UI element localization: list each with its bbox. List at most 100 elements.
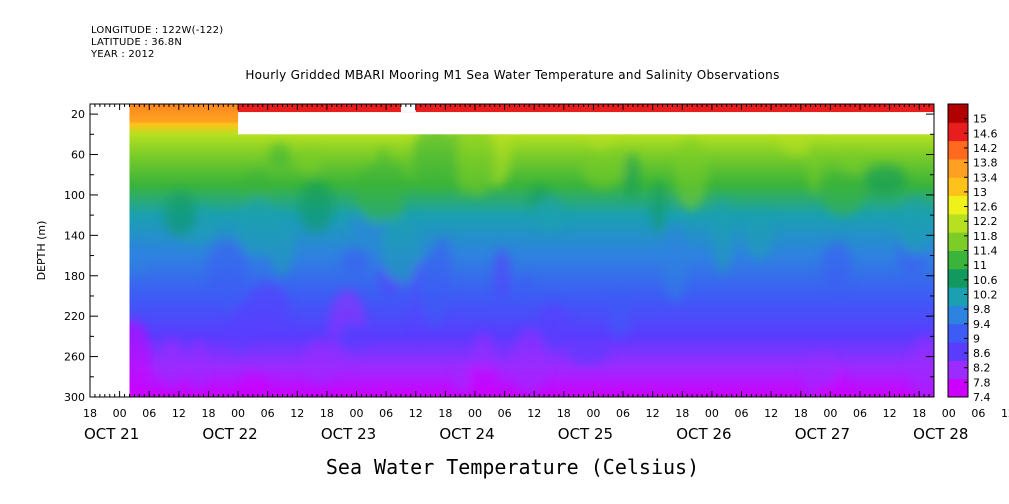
x-hour-label: 06 bbox=[261, 407, 275, 420]
colorbar-swatch bbox=[948, 268, 968, 288]
x-hour-label: 12 bbox=[172, 407, 186, 420]
x-hour-label: 12 bbox=[883, 407, 897, 420]
latitude-label: LATITUDE : 36.8N bbox=[91, 37, 183, 48]
x-hour-label: 18 bbox=[912, 407, 926, 420]
longitude-label: LONGITUDE : 122W(-122) bbox=[91, 25, 224, 36]
y-axis-label: DEPTH (m) bbox=[35, 221, 48, 281]
x-day-label: OCT 22 bbox=[202, 425, 257, 443]
colorbar-swatch bbox=[948, 213, 968, 233]
x-day-label: OCT 25 bbox=[558, 425, 613, 443]
chart-title: Hourly Gridded MBARI Mooring M1 Sea Wate… bbox=[245, 68, 780, 82]
y-tick-label: 260 bbox=[64, 351, 85, 364]
x-hour-label: 06 bbox=[735, 407, 749, 420]
y-tick-label: 20 bbox=[71, 108, 85, 121]
colorbar-swatch bbox=[948, 342, 968, 361]
colorbar-label: 9 bbox=[973, 332, 980, 345]
y-tick-label: 220 bbox=[64, 310, 85, 323]
x-day-label: OCT 28 bbox=[913, 425, 968, 443]
x-hour-label: 00 bbox=[113, 407, 127, 420]
colorbar-label: 15 bbox=[973, 113, 987, 126]
colorbar-swatch bbox=[948, 158, 968, 178]
colorbar-label: 10.2 bbox=[973, 288, 998, 301]
y-tick-label: 60 bbox=[71, 149, 85, 162]
year-label: YEAR : 2012 bbox=[91, 49, 155, 60]
x-hour-label: 06 bbox=[971, 407, 985, 420]
colorbar-label: 9.8 bbox=[973, 303, 991, 316]
missing-data-region bbox=[238, 112, 934, 135]
colorbar-label: 10.6 bbox=[973, 274, 998, 287]
colorbar-swatch bbox=[948, 287, 968, 306]
surface-warm-band bbox=[238, 104, 934, 113]
x-hour-label: 00 bbox=[942, 407, 956, 420]
x-hour-label: 12 bbox=[764, 407, 778, 420]
colorbar-label: 7.8 bbox=[973, 376, 991, 389]
colorbar-swatch bbox=[948, 323, 968, 343]
x-day-label: OCT 23 bbox=[321, 425, 376, 443]
x-hour-label: 06 bbox=[498, 407, 512, 420]
x-hour-label: 00 bbox=[231, 407, 245, 420]
x-hour-label: 06 bbox=[142, 407, 156, 420]
x-hour-label: 06 bbox=[379, 407, 393, 420]
colorbar-label: 13 bbox=[973, 186, 987, 199]
missing-data-region bbox=[90, 104, 130, 397]
y-tick-label: 100 bbox=[64, 189, 85, 202]
colorbar-label: 8.2 bbox=[973, 362, 991, 375]
plot-frame bbox=[89, 103, 935, 398]
colorbar-label: 11.4 bbox=[973, 245, 998, 258]
x-hour-label: 18 bbox=[201, 407, 215, 420]
colorbar-swatch bbox=[948, 378, 968, 398]
x-hour-label: 18 bbox=[438, 407, 452, 420]
colorbar-swatch bbox=[948, 140, 968, 160]
x-hour-label: 06 bbox=[616, 407, 630, 420]
surface-warm-layer bbox=[129, 104, 239, 123]
colorbar-swatch bbox=[948, 122, 968, 142]
y-tick-label: 140 bbox=[64, 229, 85, 242]
colorbar-label: 8.6 bbox=[973, 347, 991, 360]
colorbar-swatch bbox=[948, 232, 968, 251]
x-hour-label: 18 bbox=[557, 407, 571, 420]
colorbar-label: 11 bbox=[973, 259, 987, 272]
colorbar-swatch bbox=[948, 195, 968, 215]
x-hour-label: 00 bbox=[705, 407, 719, 420]
temperature-variability bbox=[112, 112, 934, 397]
y-tick-label: 180 bbox=[64, 270, 85, 283]
x-hour-label: 00 bbox=[586, 407, 600, 420]
x-hour-label: 12 bbox=[409, 407, 423, 420]
colorbar-swatch bbox=[948, 104, 968, 123]
x-hour-label: 00 bbox=[823, 407, 837, 420]
colorbar-swatch bbox=[948, 250, 968, 270]
colorbar-label: 7.4 bbox=[973, 391, 991, 404]
colorbar-label: 13.4 bbox=[973, 171, 998, 184]
x-hour-label: 18 bbox=[794, 407, 808, 420]
x-hour-label: 18 bbox=[83, 407, 97, 420]
x-day-label: OCT 21 bbox=[84, 425, 139, 443]
colorbar-swatch bbox=[948, 360, 968, 380]
x-hour-label: 18 bbox=[320, 407, 334, 420]
x-hour-label: 12 bbox=[1001, 407, 1009, 420]
x-hour-label: 00 bbox=[350, 407, 364, 420]
colorbar-label: 9.4 bbox=[973, 318, 991, 331]
x-day-label: OCT 24 bbox=[439, 425, 494, 443]
colorbar-swatch bbox=[948, 305, 968, 325]
colorbar-label: 12.6 bbox=[973, 201, 998, 214]
plot-area bbox=[90, 104, 934, 397]
colorbar-label: 12.2 bbox=[973, 215, 998, 228]
bottom-title: Sea Water Temperature (Celsius) bbox=[325, 455, 700, 479]
x-day-label: OCT 26 bbox=[676, 425, 731, 443]
x-hour-label: 12 bbox=[527, 407, 541, 420]
y-tick-label: 300 bbox=[64, 391, 85, 404]
colorbar-label: 14.6 bbox=[973, 127, 998, 140]
colorbar-label: 14.2 bbox=[973, 142, 998, 155]
x-day-label: OCT 27 bbox=[795, 425, 850, 443]
colorbar-label: 11.8 bbox=[973, 230, 998, 243]
colorbar-label: 13.8 bbox=[973, 157, 998, 170]
missing-data-region bbox=[400, 104, 416, 113]
x-hour-label: 00 bbox=[468, 407, 482, 420]
colorbar-swatch bbox=[948, 177, 968, 197]
x-hour-label: 12 bbox=[646, 407, 660, 420]
x-hour-label: 06 bbox=[853, 407, 867, 420]
x-hour-label: 12 bbox=[290, 407, 304, 420]
